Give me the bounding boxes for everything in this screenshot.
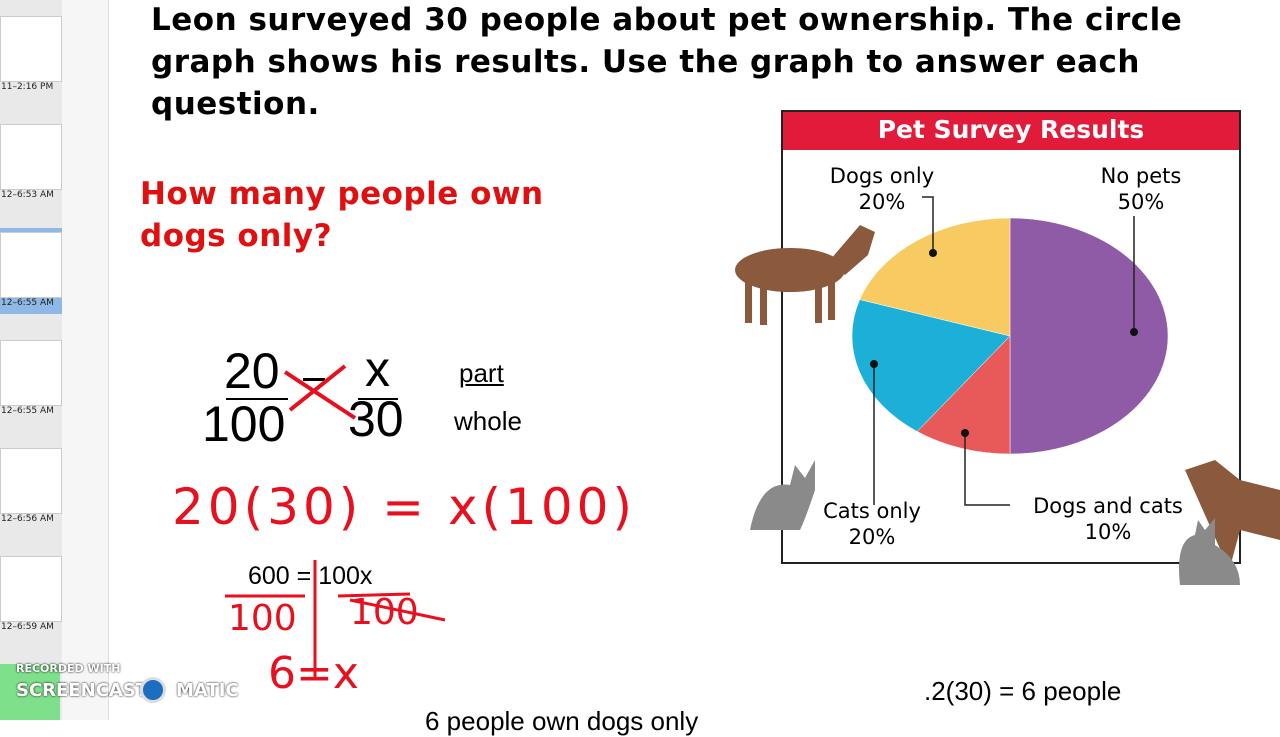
timestamp: 12–6:55 AM bbox=[1, 406, 54, 416]
leader-dot bbox=[870, 360, 878, 368]
pie-slice bbox=[1009, 217, 1169, 455]
label-whole: whole bbox=[454, 406, 522, 436]
cross-out bbox=[283, 364, 357, 420]
equation: 600 = 100x bbox=[248, 562, 373, 590]
dog-illustration bbox=[735, 225, 1280, 560]
denominator: 30 bbox=[348, 391, 404, 447]
denominator: 100 bbox=[202, 396, 286, 452]
pie-slice bbox=[859, 217, 1011, 337]
division-bar bbox=[225, 592, 446, 622]
fraction-bar bbox=[358, 398, 398, 400]
timestamp: 11–2:16 PM bbox=[1, 82, 54, 92]
handwriting: 20(30) = x(100) bbox=[172, 478, 636, 536]
numerator: x bbox=[365, 341, 390, 397]
slide-thumb[interactable] bbox=[0, 664, 60, 720]
chart-title: Pet Survey Results bbox=[878, 115, 1145, 144]
timestamp: 12–6:55 AM bbox=[1, 298, 54, 308]
cat-illustration bbox=[750, 460, 1240, 585]
timestamp: 12–6:53 AM bbox=[1, 190, 54, 200]
handwriting: 100 bbox=[228, 598, 297, 639]
annotations bbox=[225, 364, 446, 680]
handwriting: 6=x bbox=[268, 648, 359, 699]
slide-thumb[interactable] bbox=[0, 556, 62, 622]
slice-value-label: 50% bbox=[1118, 190, 1165, 214]
timestamp: 12–6:56 AM bbox=[1, 514, 54, 524]
pie-slice bbox=[916, 335, 1011, 455]
watermark-logo bbox=[140, 677, 166, 703]
label-part: part bbox=[459, 358, 504, 388]
pie-slice bbox=[851, 299, 1011, 432]
slice-label: Dogs only bbox=[830, 164, 934, 188]
question: dogs only? bbox=[140, 218, 333, 254]
slice-value-label: 10% bbox=[1085, 520, 1132, 544]
equals bbox=[303, 378, 325, 381]
leader-dot bbox=[1130, 328, 1138, 336]
equation: .2(30) = 6 people bbox=[924, 676, 1122, 706]
numerator: 20 bbox=[224, 343, 280, 399]
watermark: SCREENCAST bbox=[16, 680, 149, 701]
handwriting: 100 bbox=[350, 592, 419, 633]
slice-label: Dogs and cats bbox=[1033, 494, 1183, 518]
problem-text: graph shows his results. Use the graph t… bbox=[151, 44, 1140, 80]
slice-label: No pets bbox=[1101, 164, 1182, 188]
leader-line bbox=[873, 196, 1135, 506]
slide-thumb[interactable] bbox=[0, 124, 62, 190]
slice-value-label: 20% bbox=[859, 190, 906, 214]
slide-thumb[interactable] bbox=[0, 448, 62, 514]
leader-dot bbox=[961, 429, 969, 437]
slide-thumb[interactable] bbox=[0, 340, 62, 406]
watermark: MATIC bbox=[176, 680, 239, 701]
slide-thumb[interactable] bbox=[0, 16, 62, 82]
timestamp: 12–6:59 AM bbox=[1, 622, 54, 632]
watermark: RECORDED WITH bbox=[16, 662, 121, 675]
slice-value-label: 20% bbox=[849, 525, 896, 549]
question: How many people own bbox=[140, 176, 544, 212]
slide-thumb[interactable] bbox=[0, 232, 62, 298]
problem-text: question. bbox=[151, 86, 320, 122]
problem-text: Leon surveyed 30 people about pet owners… bbox=[151, 2, 1183, 38]
slice-label: Cats only bbox=[823, 499, 921, 523]
title-bar bbox=[783, 112, 1239, 150]
sidebar-strip bbox=[62, 0, 109, 720]
leader-dot bbox=[929, 249, 937, 257]
fraction-bar bbox=[226, 398, 288, 400]
